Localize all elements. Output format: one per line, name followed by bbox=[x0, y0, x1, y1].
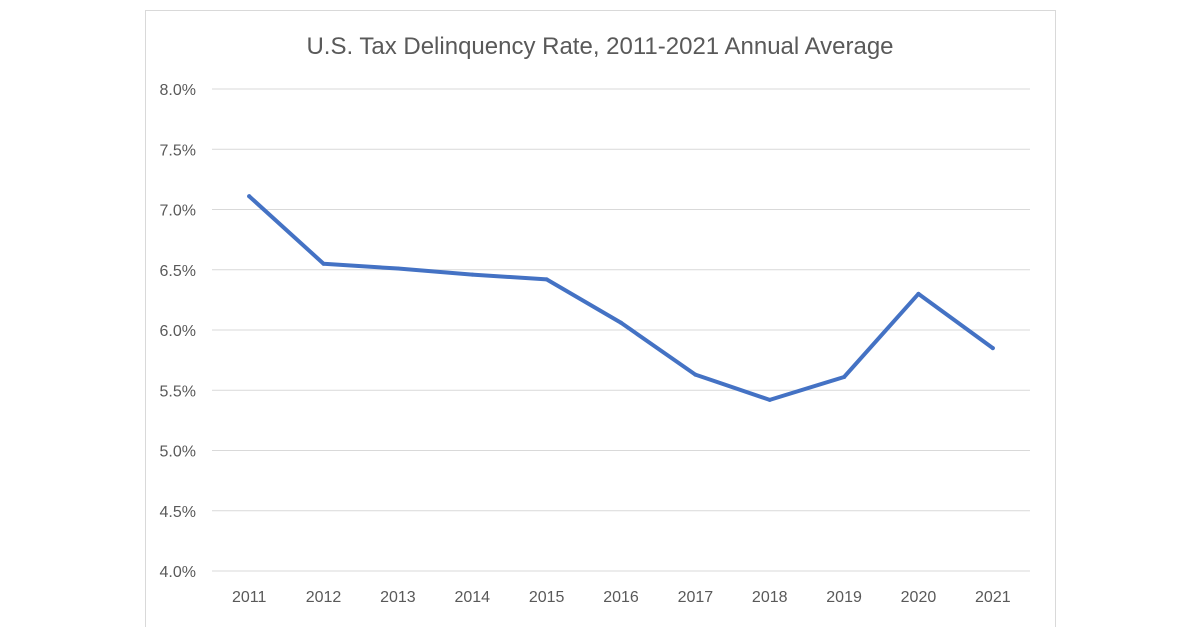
gridlines bbox=[212, 88, 1030, 572]
chart-area bbox=[145, 10, 1056, 627]
data-point bbox=[842, 374, 847, 379]
data-point bbox=[470, 272, 475, 277]
y-tick-label: 7.5% bbox=[160, 142, 196, 159]
data-point bbox=[619, 320, 623, 325]
series-line bbox=[247, 194, 995, 402]
data-point bbox=[693, 372, 698, 377]
x-tick-label: 2019 bbox=[826, 589, 862, 606]
y-tick-label: 6.5% bbox=[160, 263, 196, 280]
data-point bbox=[916, 291, 921, 296]
data-point bbox=[247, 194, 252, 199]
data-point bbox=[544, 277, 549, 282]
data-point bbox=[321, 261, 326, 266]
y-tick-label: 5.5% bbox=[160, 383, 196, 400]
data-point bbox=[990, 346, 995, 351]
y-tick-label: 4.5% bbox=[160, 504, 196, 521]
y-tick-label: 6.0% bbox=[160, 323, 196, 340]
series-layer bbox=[247, 194, 995, 402]
x-tick-label: 2015 bbox=[529, 589, 565, 606]
y-tick-label: 8.0% bbox=[160, 82, 196, 99]
x-tick-label: 2017 bbox=[678, 589, 714, 606]
y-tick-label: 5.0% bbox=[160, 444, 196, 461]
y-axis-tick-labels: 4.0% 4.5% 5.0% 5.5% 6.0% 6.5% 7.0% 7.5% 8.0% bbox=[160, 82, 196, 581]
chart-title: U.S. Tax Delinquency Rate, 2011-2021 Ann… bbox=[306, 33, 893, 60]
y-tick-label: 7.0% bbox=[160, 203, 196, 220]
x-tick-label: 2020 bbox=[901, 589, 937, 606]
y-tick-label: 4.0% bbox=[160, 564, 196, 581]
x-tick-label: 2013 bbox=[380, 589, 416, 606]
x-axis-tick-labels: 2011 2012 2013 2014 2015 2016 2017 2018 2019 2020… bbox=[232, 589, 1011, 606]
x-tick-label: 2011 bbox=[232, 589, 267, 606]
x-tick-label: 2012 bbox=[306, 589, 342, 606]
x-tick-label: 2014 bbox=[454, 589, 490, 606]
data-point bbox=[767, 397, 772, 402]
x-tick-label: 2018 bbox=[752, 589, 788, 606]
data-point bbox=[395, 266, 400, 271]
x-tick-label: 2016 bbox=[603, 589, 639, 606]
x-tick-label: 2021 bbox=[975, 589, 1011, 606]
